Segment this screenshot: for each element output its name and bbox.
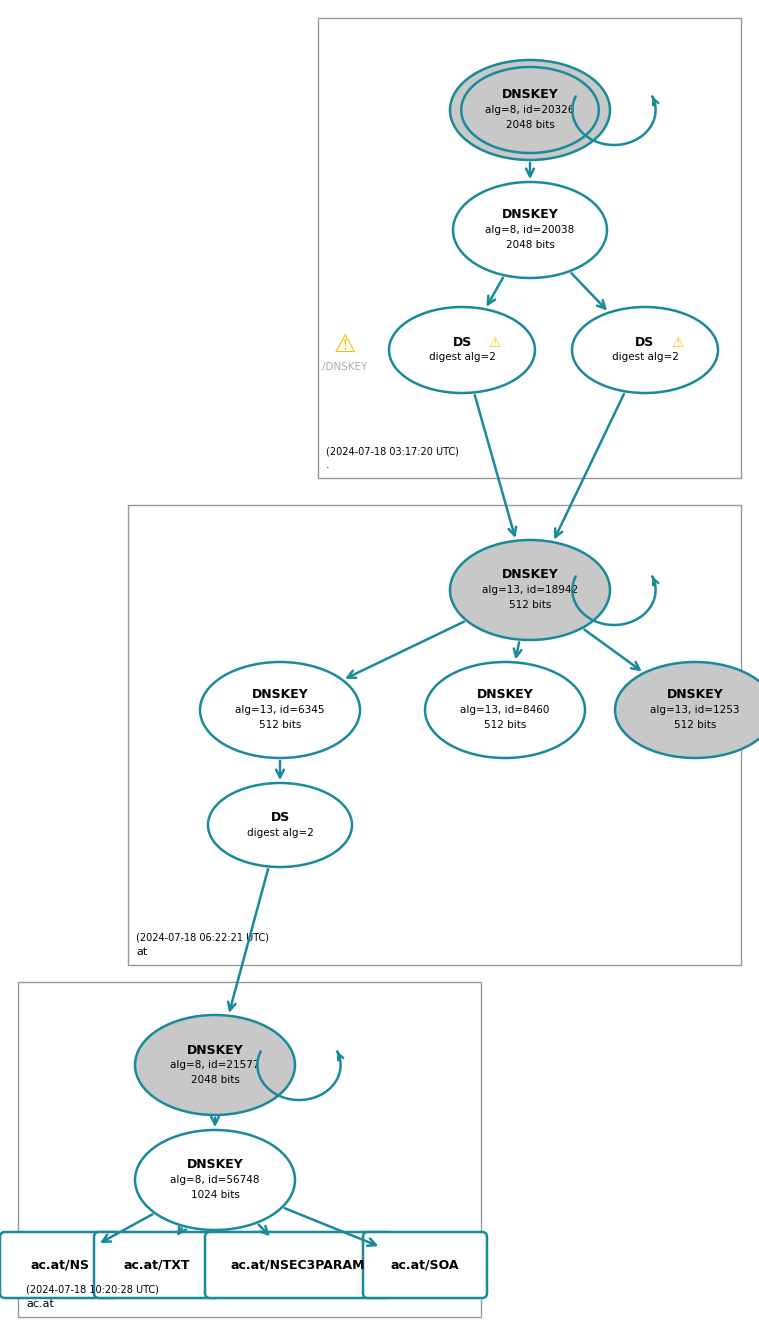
Ellipse shape xyxy=(450,60,610,160)
Text: ⚠: ⚠ xyxy=(489,336,501,349)
Text: alg=13, id=1253: alg=13, id=1253 xyxy=(650,705,740,714)
Ellipse shape xyxy=(135,1014,295,1114)
Ellipse shape xyxy=(389,307,535,393)
Text: alg=13, id=6345: alg=13, id=6345 xyxy=(235,705,325,714)
Text: DNSKEY: DNSKEY xyxy=(666,689,723,701)
Text: DNSKEY: DNSKEY xyxy=(502,88,559,101)
Text: DNSKEY: DNSKEY xyxy=(477,689,534,701)
Text: alg=13, id=18942: alg=13, id=18942 xyxy=(482,585,578,595)
Ellipse shape xyxy=(450,540,610,640)
Text: ac.at/NS: ac.at/NS xyxy=(30,1258,90,1272)
Text: DNSKEY: DNSKEY xyxy=(187,1158,244,1172)
Text: /DNSKEY: /DNSKEY xyxy=(323,363,367,372)
Text: 2048 bits: 2048 bits xyxy=(191,1074,239,1085)
Text: (2024-07-18 03:17:20 UTC): (2024-07-18 03:17:20 UTC) xyxy=(326,447,459,456)
Text: 2048 bits: 2048 bits xyxy=(505,120,554,131)
Ellipse shape xyxy=(135,1130,295,1230)
FancyBboxPatch shape xyxy=(0,1232,120,1298)
Text: DNSKEY: DNSKEY xyxy=(187,1044,244,1057)
Ellipse shape xyxy=(453,183,607,279)
Text: 512 bits: 512 bits xyxy=(483,720,526,730)
Text: digest alg=2: digest alg=2 xyxy=(612,352,679,363)
Text: ac.at/NSEC3PARAM: ac.at/NSEC3PARAM xyxy=(231,1258,365,1272)
Text: 1024 bits: 1024 bits xyxy=(191,1190,239,1200)
Text: 512 bits: 512 bits xyxy=(509,600,551,611)
Text: digest alg=2: digest alg=2 xyxy=(429,352,496,363)
Text: ac.at/SOA: ac.at/SOA xyxy=(391,1258,459,1272)
Ellipse shape xyxy=(615,663,759,758)
Text: alg=8, id=20038: alg=8, id=20038 xyxy=(485,225,575,235)
Bar xyxy=(318,19,741,479)
Text: ⚠: ⚠ xyxy=(334,333,356,357)
Text: ⚠: ⚠ xyxy=(672,336,684,349)
Ellipse shape xyxy=(208,782,352,866)
Text: ac.at/TXT: ac.at/TXT xyxy=(124,1258,191,1272)
Text: alg=8, id=20326: alg=8, id=20326 xyxy=(485,105,575,115)
Text: ac.at: ac.at xyxy=(26,1298,54,1309)
Ellipse shape xyxy=(461,67,599,153)
Text: 2048 bits: 2048 bits xyxy=(505,240,554,251)
Text: 512 bits: 512 bits xyxy=(674,720,716,730)
Text: alg=13, id=8460: alg=13, id=8460 xyxy=(460,705,550,714)
Bar xyxy=(128,505,741,965)
Text: DNSKEY: DNSKEY xyxy=(252,689,308,701)
FancyBboxPatch shape xyxy=(363,1232,487,1298)
Text: DS: DS xyxy=(270,810,290,824)
Ellipse shape xyxy=(425,663,585,758)
Text: (2024-07-18 06:22:21 UTC): (2024-07-18 06:22:21 UTC) xyxy=(136,933,269,942)
Text: digest alg=2: digest alg=2 xyxy=(247,828,313,837)
Ellipse shape xyxy=(200,663,360,758)
Text: alg=8, id=56748: alg=8, id=56748 xyxy=(170,1174,260,1185)
Ellipse shape xyxy=(572,307,718,393)
Text: alg=8, id=21577: alg=8, id=21577 xyxy=(170,1060,260,1070)
Text: at: at xyxy=(136,946,147,957)
FancyBboxPatch shape xyxy=(205,1232,391,1298)
Text: DNSKEY: DNSKEY xyxy=(502,208,559,221)
FancyBboxPatch shape xyxy=(94,1232,220,1298)
Text: DS: DS xyxy=(452,336,471,349)
Text: .: . xyxy=(326,460,329,471)
Text: DS: DS xyxy=(635,336,654,349)
Text: 512 bits: 512 bits xyxy=(259,720,301,730)
Text: (2024-07-18 10:20:28 UTC): (2024-07-18 10:20:28 UTC) xyxy=(26,1285,159,1294)
Text: DNSKEY: DNSKEY xyxy=(502,568,559,581)
Bar xyxy=(18,982,481,1317)
